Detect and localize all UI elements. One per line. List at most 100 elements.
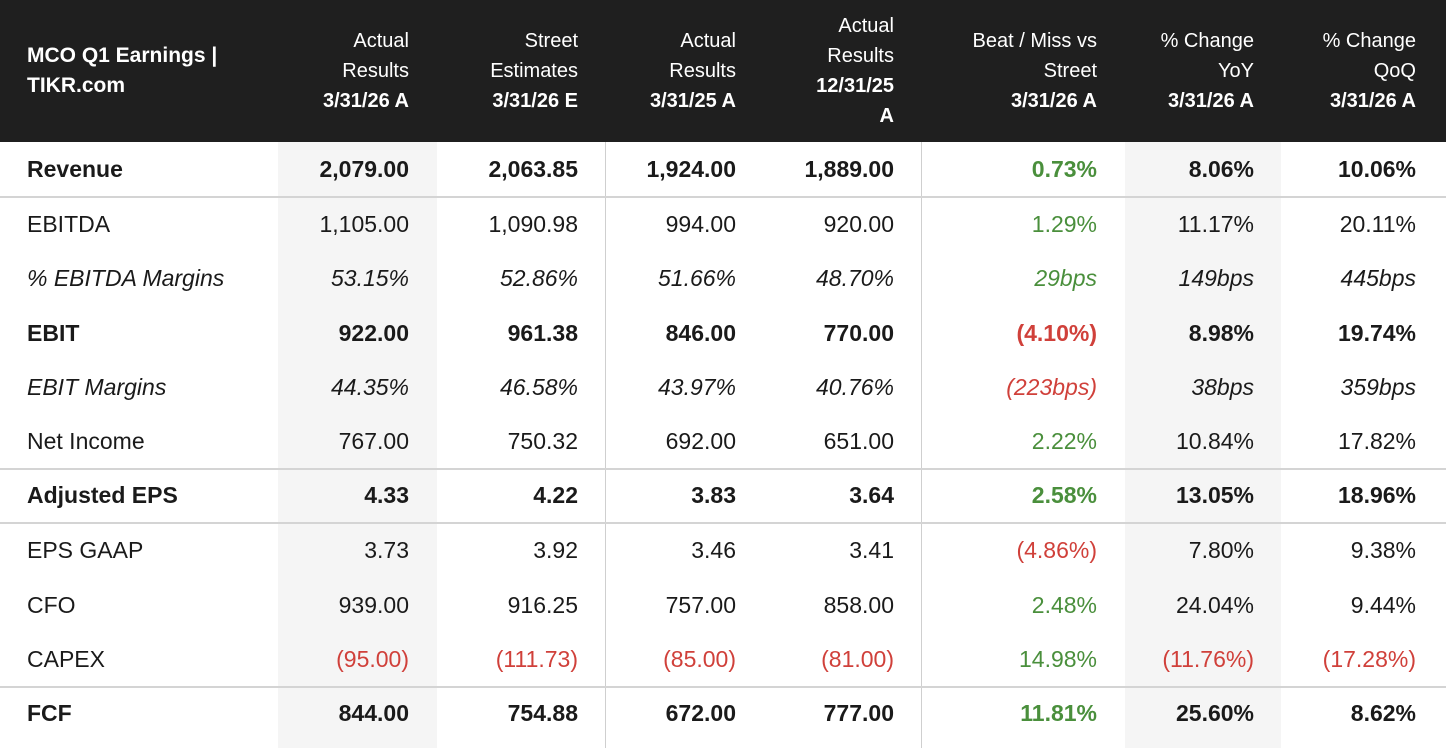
column-divider <box>605 142 606 748</box>
column-header-label: Estimates <box>490 60 578 82</box>
row-label: EBIT <box>27 319 80 346</box>
table-title-line2: TIKR.com <box>27 74 126 97</box>
table-cell: 692.00 <box>665 427 736 454</box>
table-cell: 3.83 <box>691 481 736 508</box>
table-cell: (4.10%) <box>1016 319 1097 346</box>
table-cell: 3.46 <box>691 536 736 563</box>
table-cell: 19.74% <box>1337 319 1416 346</box>
row-label: EBITDA <box>27 210 111 237</box>
table-row: EBIT Margins 44.35% 46.58% 43.97% 40.76% (223… <box>0 360 1446 414</box>
column-header-label: Beat / Miss vs <box>972 30 1097 52</box>
table-cell: 14.98% <box>1018 645 1097 672</box>
table-cell: (81.00) <box>821 645 894 672</box>
column-header-label: YoY <box>1218 60 1254 82</box>
row-divider <box>0 686 1446 688</box>
table-cell: 8.62% <box>1350 699 1416 726</box>
table-row: % EBITDA Margins 53.15% 52.86% 51.66% 48.70%… <box>0 251 1446 305</box>
table-cell: 13.05% <box>1175 481 1254 508</box>
column-header: Actual Results 3/31/25 A <box>586 0 736 142</box>
table-cell: 17.82% <box>1337 427 1416 454</box>
table-cell: 44.35% <box>330 373 409 400</box>
table-cell: 754.88 <box>507 699 578 726</box>
row-label: % EBITDA Margins <box>27 264 225 291</box>
table-cell: 770.00 <box>823 319 894 346</box>
table-cell: 2.58% <box>1031 481 1097 508</box>
row-divider <box>0 468 1446 470</box>
table-row: Net Income 767.00 750.32 692.00 651.00 2.22% 1… <box>0 414 1446 468</box>
column-header-label: Actual <box>838 15 894 37</box>
shaded-column-yoy <box>1125 142 1281 748</box>
column-header-date: 3/31/26 A <box>1011 90 1097 112</box>
table-cell: (223bps) <box>1006 373 1097 400</box>
column-header-label: Results <box>669 60 736 82</box>
row-label: EBIT Margins <box>27 373 167 400</box>
column-header-label: % Change <box>1160 30 1254 52</box>
table-cell: 40.76% <box>815 373 894 400</box>
table-cell: 994.00 <box>665 210 736 237</box>
table-cell: 858.00 <box>823 591 894 618</box>
column-header-date: 12/31/25 <box>816 75 894 97</box>
column-header-date: 3/31/25 A <box>650 90 736 112</box>
table-cell: 4.22 <box>533 481 578 508</box>
row-label: EPS GAAP <box>27 536 144 563</box>
table-cell: 767.00 <box>338 427 409 454</box>
table-cell: 916.25 <box>507 591 578 618</box>
table-row: EPS GAAP 3.73 3.92 3.46 3.41 (4.86%) 7.80% 9.38… <box>0 523 1446 577</box>
table-cell: 9.44% <box>1350 591 1416 618</box>
column-header-date: 3/31/26 A <box>1330 90 1416 112</box>
column-header: % Change YoY 3/31/26 A <box>1104 0 1254 142</box>
table-cell: 53.15% <box>330 264 409 291</box>
row-label: FCF <box>27 699 72 726</box>
table-cell: 24.04% <box>1175 591 1254 618</box>
table-cell: 757.00 <box>665 591 736 618</box>
column-header: Actual Results 12/31/25 A <box>744 0 894 142</box>
table-cell: 1,924.00 <box>646 155 736 182</box>
table-cell: 3.64 <box>849 481 894 508</box>
table-cell: (85.00) <box>663 645 736 672</box>
table-cell: 359bps <box>1340 373 1416 400</box>
table-cell: 25.60% <box>1175 699 1254 726</box>
table-cell: 2.22% <box>1031 427 1097 454</box>
table-cell: 52.86% <box>499 264 578 291</box>
table-cell: 651.00 <box>823 427 894 454</box>
table-cell: 2.48% <box>1031 591 1097 618</box>
shaded-column-actual <box>278 142 437 748</box>
row-label: CAPEX <box>27 645 105 672</box>
table-cell: 939.00 <box>338 591 409 618</box>
column-header: Street Estimates 3/31/26 E <box>428 0 578 142</box>
table-row: CFO 939.00 916.25 757.00 858.00 2.48% 24.04% 9.… <box>0 578 1446 632</box>
table-cell: 3.92 <box>533 536 578 563</box>
table-row: EBIT 922.00 961.38 846.00 770.00 (4.10%) 8.98%… <box>0 306 1446 360</box>
table-cell: 149bps <box>1178 264 1254 291</box>
table-cell: 1,105.00 <box>319 210 409 237</box>
table-cell: 43.97% <box>657 373 736 400</box>
table-cell: 1,889.00 <box>804 155 894 182</box>
table-cell: 38bps <box>1191 373 1254 400</box>
table-cell: 20.11% <box>1339 210 1416 237</box>
table-cell: 0.73% <box>1031 155 1097 182</box>
table-cell: 2,063.85 <box>488 155 578 182</box>
table-cell: 777.00 <box>823 699 894 726</box>
row-divider <box>0 196 1446 198</box>
table-row: Revenue 2,079.00 2,063.85 1,924.00 1,889.00 0… <box>0 142 1446 196</box>
table-cell: 750.32 <box>507 427 578 454</box>
column-divider <box>921 142 922 748</box>
table-cell: 11.81% <box>1020 699 1097 726</box>
column-header-date: 3/31/26 A <box>323 90 409 112</box>
table-cell: 10.84% <box>1175 427 1254 454</box>
table-row: FCF 844.00 754.88 672.00 777.00 11.81% 25.60% 8… <box>0 686 1446 740</box>
table-cell: 3.73 <box>364 536 409 563</box>
table-cell: (11.76%) <box>1162 645 1254 672</box>
table-cell: 18.96% <box>1337 481 1416 508</box>
table-cell: 844.00 <box>338 699 409 726</box>
column-header-label: Street <box>524 30 578 52</box>
column-header: Beat / Miss vs Street 3/31/26 A <box>947 0 1097 142</box>
table-cell: 3.41 <box>849 536 894 563</box>
row-divider <box>0 522 1446 524</box>
column-header-date: A <box>879 105 894 127</box>
table-cell: 4.33 <box>364 481 409 508</box>
table-cell: (4.86%) <box>1016 536 1097 563</box>
table-cell: 922.00 <box>338 319 409 346</box>
table-title-line1: MCO Q1 Earnings | <box>27 44 218 67</box>
